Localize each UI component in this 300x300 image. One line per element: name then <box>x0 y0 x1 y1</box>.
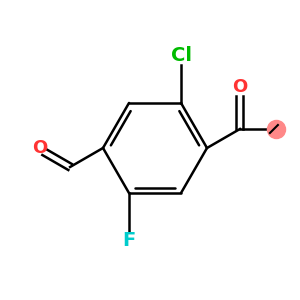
Text: O: O <box>32 139 48 157</box>
Text: F: F <box>122 230 136 250</box>
Text: Cl: Cl <box>170 46 191 65</box>
Text: O: O <box>232 78 248 96</box>
